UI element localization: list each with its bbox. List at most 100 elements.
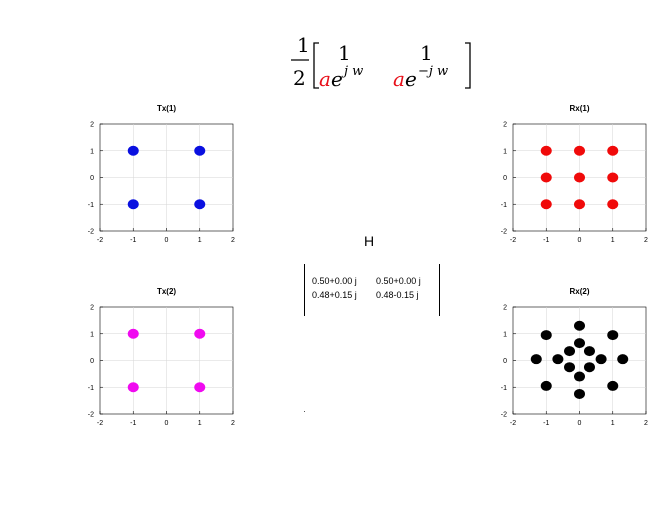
constellation-point [127,145,139,156]
constellation-point [540,380,552,391]
x-tick-label: -1 [543,237,549,244]
constellation-point [564,346,576,357]
x-tick-label: 1 [611,420,615,427]
matrix-cell-r2c2: 0.48-0.15 j [376,290,419,300]
matrix-row-2: 0.48+0.15 j 0.48-0.15 j [312,290,440,300]
channel-matrix-formula: 1 2 1 1 a e j w a e −j w [291,33,471,91]
channel-matrix-values: 0.50+0.00 j 0.50+0.00 j 0.48+0.15 j 0.48-0… [304,264,440,316]
constellation-point [617,354,629,365]
rx1-constellation-plot: Rx(1) -2 -1 0 1 2 -2 -1 0 1 2 [501,104,648,244]
constellation-point [127,382,139,393]
x-tick-label: 2 [644,420,648,427]
y-tick-label: -1 [88,202,94,209]
matrix-entry-col2-top: 1 [420,41,433,65]
plot-title: Tx(1) [157,104,176,113]
y-tick-label: -2 [501,229,507,236]
matrix-cell-r2c1: 0.48+0.15 j [312,290,357,300]
constellation-point [574,388,585,399]
constellation-point [607,172,619,183]
constellation-point [574,172,585,183]
plot-title: Rx(2) [569,287,589,296]
y-tick-label: 2 [90,305,94,312]
x-tick-label: 0 [578,237,582,244]
constellation-point [574,320,585,331]
channel-matrix-label: H [364,233,375,249]
x-tick-label: -1 [130,420,136,427]
constellation-point [574,338,585,349]
y-tick-label: 1 [503,331,507,338]
matrix-cell-r1c2: 0.50+0.00 j [376,276,421,286]
constellation-point [540,199,552,210]
x-tick-label: 0 [578,420,582,427]
constellation-point [583,346,595,357]
constellation-point [194,145,206,156]
x-tick-label: 1 [198,237,202,244]
y-tick-label: 1 [90,148,94,155]
constellation-point [540,145,552,156]
tx2-constellation-plot: Tx(2) -2 -1 0 1 2 -2 -1 0 1 2 [88,287,235,427]
y-tick-label: 0 [90,175,94,182]
stray-dot [304,411,305,412]
matrix-cell-r1c1: 0.50+0.00 j [312,276,357,286]
constellation-point [194,382,206,393]
exponential-e-1: e [331,67,343,91]
constellation-point [540,330,552,341]
x-tick-label: 0 [165,237,169,244]
constellation-point [194,199,206,210]
constellation-point [127,199,139,210]
exponent-positive: j w [341,64,363,79]
x-tick-label: -2 [510,237,516,244]
alpha-symbol-1: a [319,67,331,91]
matrix-row-1: 0.50+0.00 j 0.50+0.00 j [312,276,440,286]
y-tick-label: 1 [503,148,507,155]
y-tick-label: -2 [88,412,94,419]
x-tick-label: -1 [543,420,549,427]
y-tick-label: 0 [503,175,507,182]
right-bracket [465,42,471,89]
constellation-point [607,330,619,341]
constellation-point [607,199,619,210]
constellation-point [530,354,542,365]
fraction-denominator: 2 [293,66,306,90]
constellation-point [607,380,619,391]
exponent-negative: −j w [418,64,448,79]
constellation-point [552,354,564,365]
matrix-right-bar [439,264,440,316]
x-tick-label: 1 [198,420,202,427]
constellation-point [194,328,206,339]
y-tick-label: -1 [501,202,507,209]
constellation-point [540,172,552,183]
y-tick-label: 0 [503,358,507,365]
y-tick-label: 2 [90,122,94,129]
alpha-symbol-2: a [393,67,405,91]
x-tick-label: -2 [97,420,103,427]
tx1-constellation-plot: Tx(1) -2 -1 0 1 2 -2 -1 0 1 2 [88,104,235,244]
y-tick-label: 0 [90,358,94,365]
constellation-point [583,362,595,373]
plot-title: Tx(2) [157,287,176,296]
y-tick-label: -2 [501,412,507,419]
constellation-point [607,145,619,156]
y-tick-label: 2 [503,305,507,312]
x-tick-label: 2 [231,420,235,427]
constellation-point [574,371,585,382]
left-bracket [313,42,319,89]
y-tick-label: -2 [88,229,94,236]
constellation-point [595,354,607,365]
constellation-point [574,145,585,156]
matrix-left-bar [304,264,305,316]
x-tick-label: -2 [97,237,103,244]
matrix-entry-col1-top: 1 [338,41,351,65]
constellation-point [127,328,139,339]
x-tick-label: 2 [231,237,235,244]
y-tick-label: -1 [501,385,507,392]
y-tick-label: -1 [88,385,94,392]
y-tick-label: 1 [90,331,94,338]
x-tick-label: -1 [130,237,136,244]
x-tick-label: 0 [165,420,169,427]
rx2-constellation-plot: Rx(2) -2 -1 0 1 2 -2 -1 0 1 2 [501,287,648,427]
constellation-point [564,362,576,373]
x-tick-label: -2 [510,420,516,427]
exponential-e-2: e [405,67,417,91]
